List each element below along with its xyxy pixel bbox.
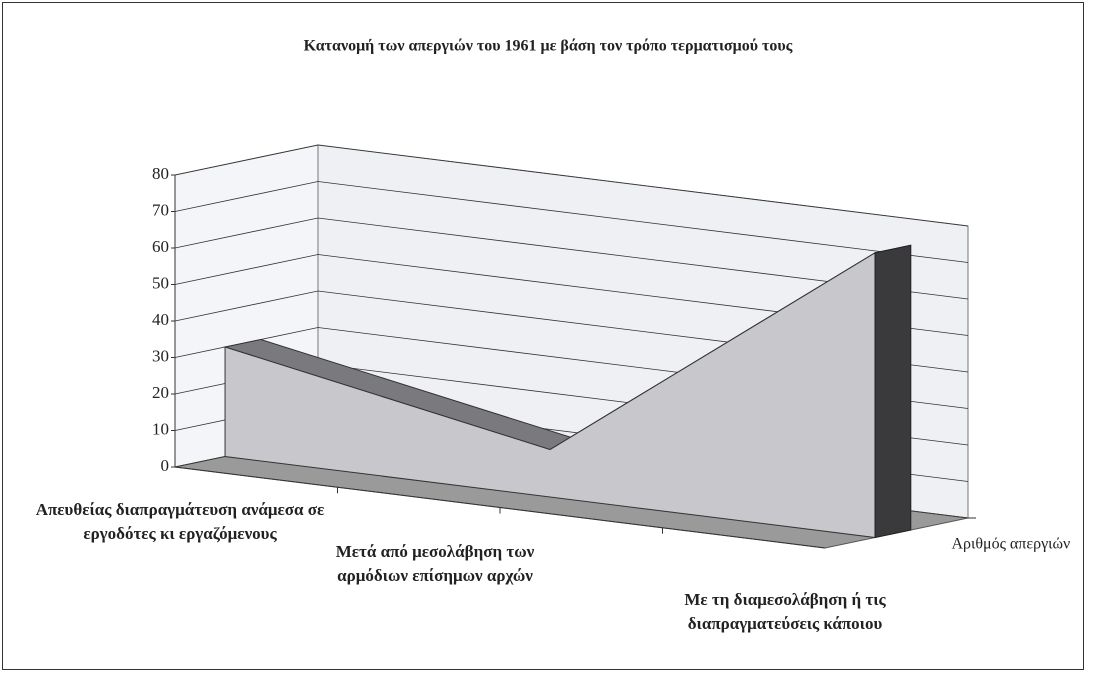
y-tick-label: 20 xyxy=(152,383,169,402)
chart-frame xyxy=(2,2,1084,670)
chart-title: Κατανομή των απεργιών του 1961 με βάση τ… xyxy=(304,38,793,55)
grid-line xyxy=(174,254,969,336)
grid-line xyxy=(174,181,969,263)
series-label: Αριθμός απεργιών xyxy=(952,536,1071,553)
x-tick-label: Μετά από μεσολάβηση των αρμόδιων επίσημω… xyxy=(335,542,535,585)
y-tick-label: 70 xyxy=(152,200,169,219)
y-tick-label: 40 xyxy=(152,310,169,329)
y-tick-label: 60 xyxy=(152,237,169,256)
y-tick-label: 80 xyxy=(152,164,169,183)
grid-line xyxy=(174,144,969,227)
x-tick-label: Με τη διαμεσολάβηση ή τις διαπραγματεύσε… xyxy=(684,590,886,633)
grid-line xyxy=(174,217,969,300)
area-side xyxy=(874,244,912,539)
y-tick-label: 0 xyxy=(161,456,170,475)
x-tick-label: Απευθείας διαπραγμάτευση ανάμεσα σε εργο… xyxy=(35,500,325,543)
y-tick-label: 50 xyxy=(152,273,169,292)
y-tick-label: 30 xyxy=(152,346,169,365)
area xyxy=(224,251,876,539)
y-tick-label: 10 xyxy=(152,419,169,438)
